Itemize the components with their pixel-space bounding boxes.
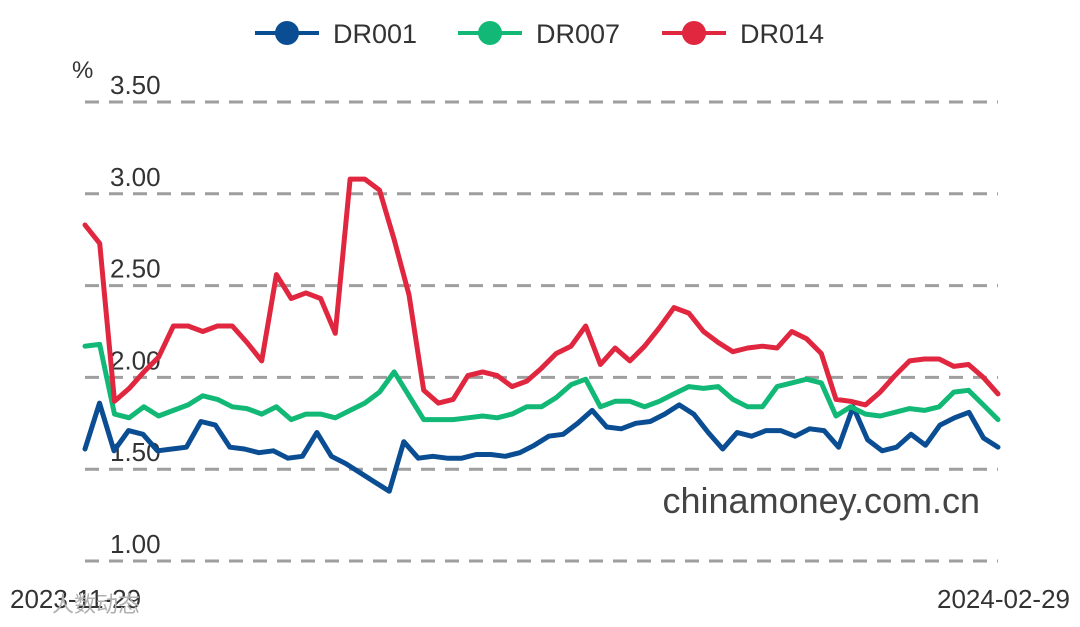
y-tick-label: 3.50 xyxy=(110,70,161,100)
y-tick-label: 2.50 xyxy=(110,254,161,284)
legend-item-dr007[interactable]: DR007 xyxy=(458,19,620,49)
series-line-dr014 xyxy=(82,176,1001,408)
legend[interactable]: DR001 DR007 DR014 xyxy=(255,19,824,49)
legend-label: DR001 xyxy=(333,19,417,49)
y-axis-unit-label: % xyxy=(72,57,93,84)
overlay-watermark: 人数动态 xyxy=(52,592,140,617)
series-line-dr007 xyxy=(82,341,1001,423)
x-axis-end-label: 2024-02-29 xyxy=(937,584,1070,614)
series-lines xyxy=(82,176,1001,494)
legend-marker xyxy=(478,21,502,45)
legend-marker xyxy=(275,21,299,45)
y-tick-label: 1.00 xyxy=(110,529,161,559)
legend-item-dr014[interactable]: DR014 xyxy=(662,19,824,49)
y-axis-ticks: 3.503.002.502.001.501.00 xyxy=(110,70,161,559)
y-tick-label: 3.00 xyxy=(110,162,161,192)
grid-lines xyxy=(85,100,998,563)
legend-label: DR014 xyxy=(740,19,824,49)
series-line-dr001 xyxy=(82,400,1001,494)
x-axis-start-label: 2023-11-29 xyxy=(10,584,141,614)
legend-marker xyxy=(682,21,706,45)
legend-label: DR007 xyxy=(536,19,620,49)
watermark-text: chinamoney.com.cn xyxy=(663,480,980,521)
legend-item-dr001[interactable]: DR001 xyxy=(255,19,417,49)
